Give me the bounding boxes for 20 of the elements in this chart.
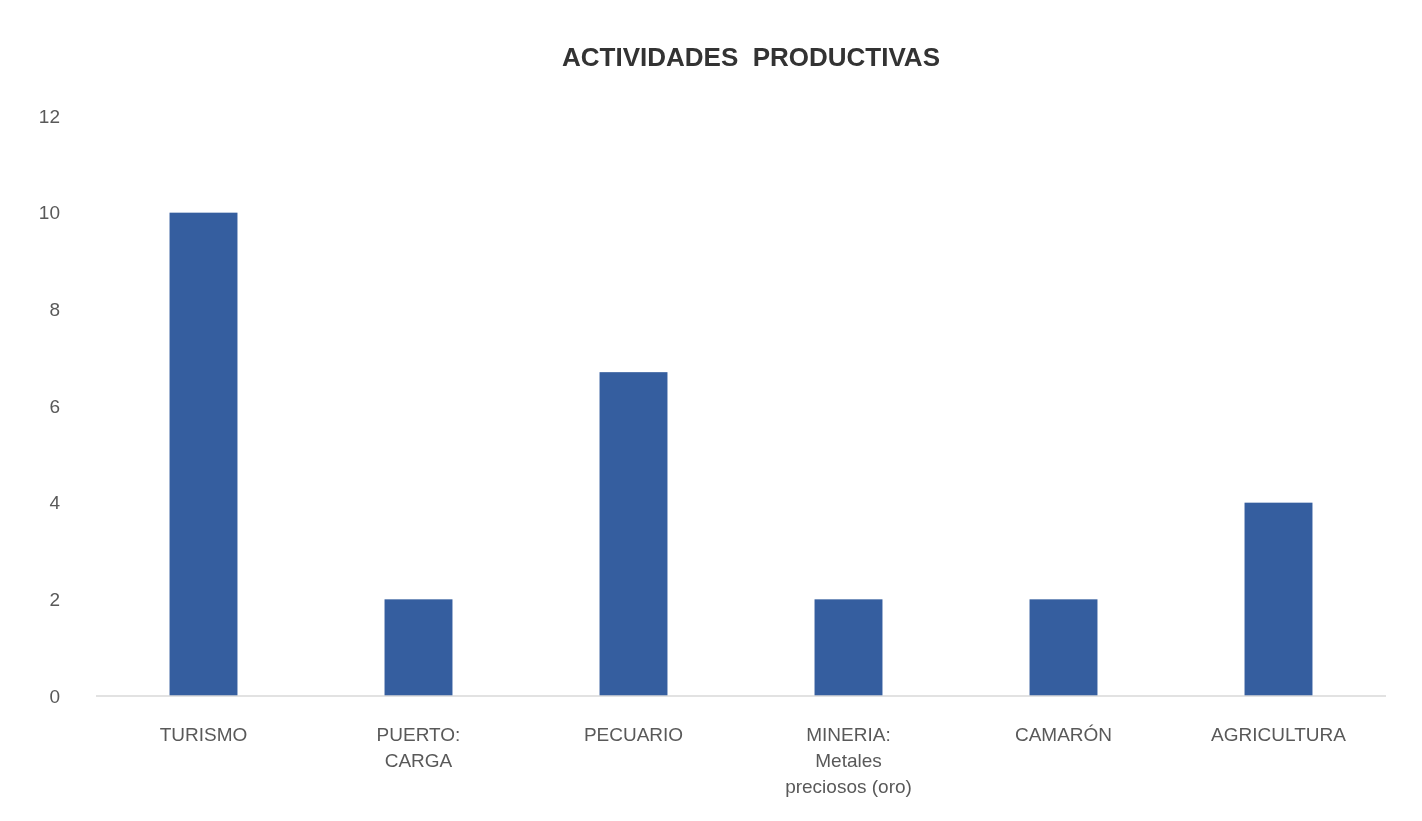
x-tick-label: TURISMO: [159, 724, 248, 745]
bar: [169, 212, 238, 696]
y-tick-label: 12: [38, 105, 60, 127]
bar: [599, 372, 668, 696]
x-tick-label: MINERIA: Metales preciosos (oro): [785, 724, 912, 797]
bar: [1029, 599, 1098, 696]
x-tick-label: AGRICULTURA: [1211, 724, 1347, 745]
y-tick-label: 4: [49, 492, 61, 514]
bar: [1244, 502, 1313, 696]
y-tick-label: 10: [38, 202, 60, 224]
chart-title: ACTIVIDADES PRODUCTIVAS: [562, 42, 940, 72]
y-tick-label: 6: [49, 395, 60, 417]
bar: [814, 599, 883, 696]
x-tick-label: CAMARÓN: [1014, 724, 1113, 745]
y-tick-label: 8: [49, 298, 60, 320]
bar: [384, 599, 453, 696]
x-tick-label: PECUARIO: [583, 724, 684, 745]
y-tick-label: 2: [49, 588, 60, 610]
x-tick-label: PUERTO: CARGA: [376, 724, 461, 771]
y-tick-label: 0: [49, 685, 60, 707]
